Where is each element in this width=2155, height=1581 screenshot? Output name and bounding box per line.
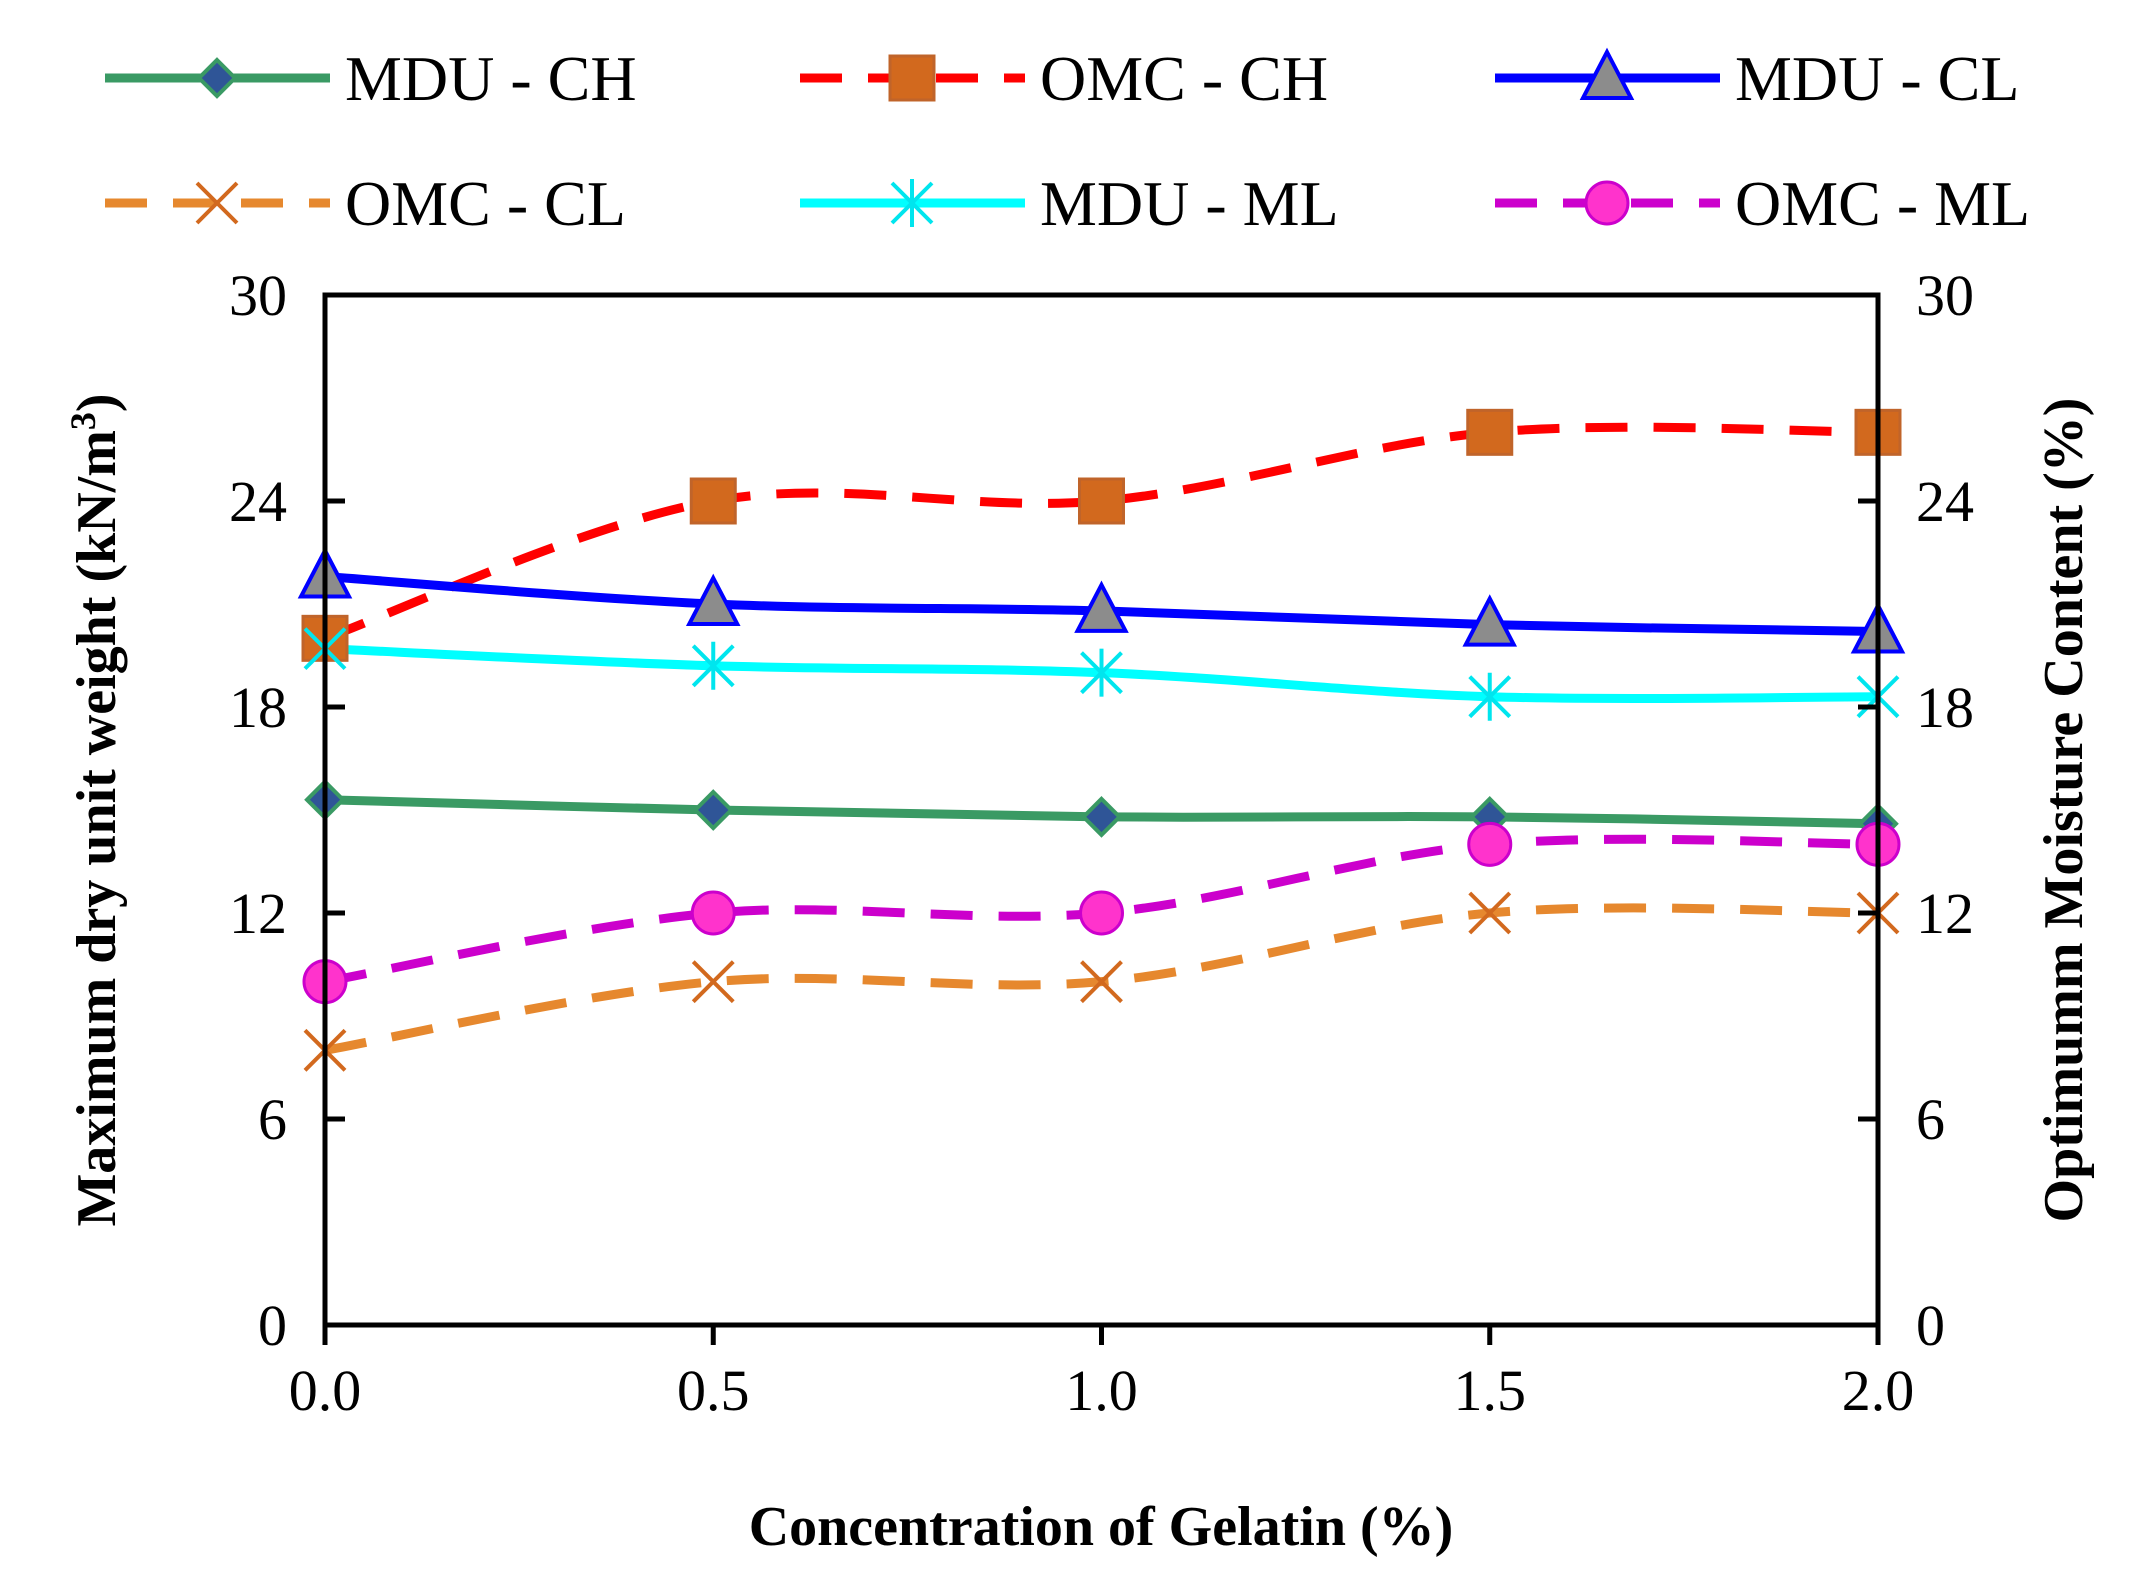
mdu-cl-point — [1462, 594, 1518, 647]
legend-item-omc-ml: OMC - ML — [1495, 168, 2030, 239]
legend-item-mdu-ml: MDU - ML — [800, 168, 1339, 239]
omc-ml-point — [690, 890, 736, 936]
legend-marker — [1584, 180, 1630, 226]
x-tick-label: 1.0 — [1065, 1358, 1138, 1423]
y-axis-title-superscript: 3 — [63, 412, 103, 430]
mdu-cl-point — [1074, 580, 1129, 633]
y2-tick-label: 0 — [1916, 1293, 1945, 1358]
y2-tick-label: 6 — [1916, 1087, 1945, 1152]
y-tick-label: 30 — [229, 263, 287, 328]
omc-ch-point — [1466, 408, 1514, 456]
omc-cl-point — [1468, 891, 1512, 935]
y2-tick-label: 12 — [1916, 881, 1974, 946]
y-tick-label: 12 — [229, 881, 287, 946]
legend-marker — [1579, 47, 1635, 100]
omc-ch-point — [689, 477, 737, 525]
series-layer — [297, 408, 1906, 1072]
legend-item-omc-cl: OMC - CL — [105, 168, 626, 239]
series-markers — [297, 408, 1906, 1072]
legend-label: OMC - CL — [345, 168, 626, 239]
x-tick-label: 1.5 — [1454, 1358, 1527, 1423]
y-axis-title-main: Maximum dry unit weight (kN/m — [66, 430, 128, 1226]
omc-cl-point — [1080, 960, 1123, 1004]
legend-label: MDU - ML — [1040, 168, 1339, 239]
y2-tick-label: 24 — [1916, 469, 1974, 534]
y-axis-title-close: ) — [66, 393, 128, 412]
x-tick-label: 2.0 — [1842, 1358, 1915, 1423]
y-tick-label: 0 — [258, 1293, 287, 1358]
y-tick-label: 6 — [258, 1087, 287, 1152]
y2-axis-title: Optimumm Moisture Content (%) — [2033, 398, 2095, 1223]
mdu-ml-point — [691, 641, 735, 690]
mdu-cl-point — [685, 573, 741, 626]
legend-marker — [195, 181, 239, 225]
legend-item-omc-ch: OMC - CH — [800, 43, 1328, 114]
y2-tick-label: 18 — [1916, 675, 1974, 740]
omc-ml-point — [1079, 890, 1124, 936]
legend-marker — [196, 57, 238, 99]
mdu-ml-point — [1468, 672, 1512, 721]
omc-ch-line — [323, 422, 1879, 643]
y-axis-title: Maximum dry unit weight (kN/m3) — [63, 393, 128, 1226]
legend: MDU - CH OMC - CH MDU - CL OMC - CL MDU - ML… — [105, 43, 2030, 239]
mdu-ch-point — [692, 789, 735, 831]
legend-label: MDU - CH — [345, 43, 637, 114]
y-tick-label: 24 — [229, 469, 287, 534]
legend-marker — [888, 54, 936, 102]
legend-label: OMC - CH — [1040, 43, 1328, 114]
legend-item-mdu-cl: MDU - CL — [1495, 43, 2019, 114]
mdu-ch-point — [1080, 796, 1123, 838]
mdu-ml-point — [1080, 648, 1123, 697]
legend-marker — [890, 179, 934, 227]
x-tick-label: 0.5 — [677, 1358, 750, 1423]
x-tick-label: 0.0 — [289, 1358, 362, 1423]
legend-label: OMC - ML — [1735, 168, 2030, 239]
legend-item-mdu-ch: MDU - CH — [105, 43, 637, 114]
omc-ch-point — [1078, 477, 1125, 525]
y2-tick-label: 30 — [1916, 263, 1974, 328]
legend-label: MDU - CL — [1735, 43, 2019, 114]
y-tick-label: 18 — [229, 675, 287, 740]
x-axis-title: Concentration of Gelatin (%) — [749, 1496, 1454, 1558]
omc-ml-point — [1467, 821, 1513, 867]
omc-cl-point — [691, 960, 735, 1004]
